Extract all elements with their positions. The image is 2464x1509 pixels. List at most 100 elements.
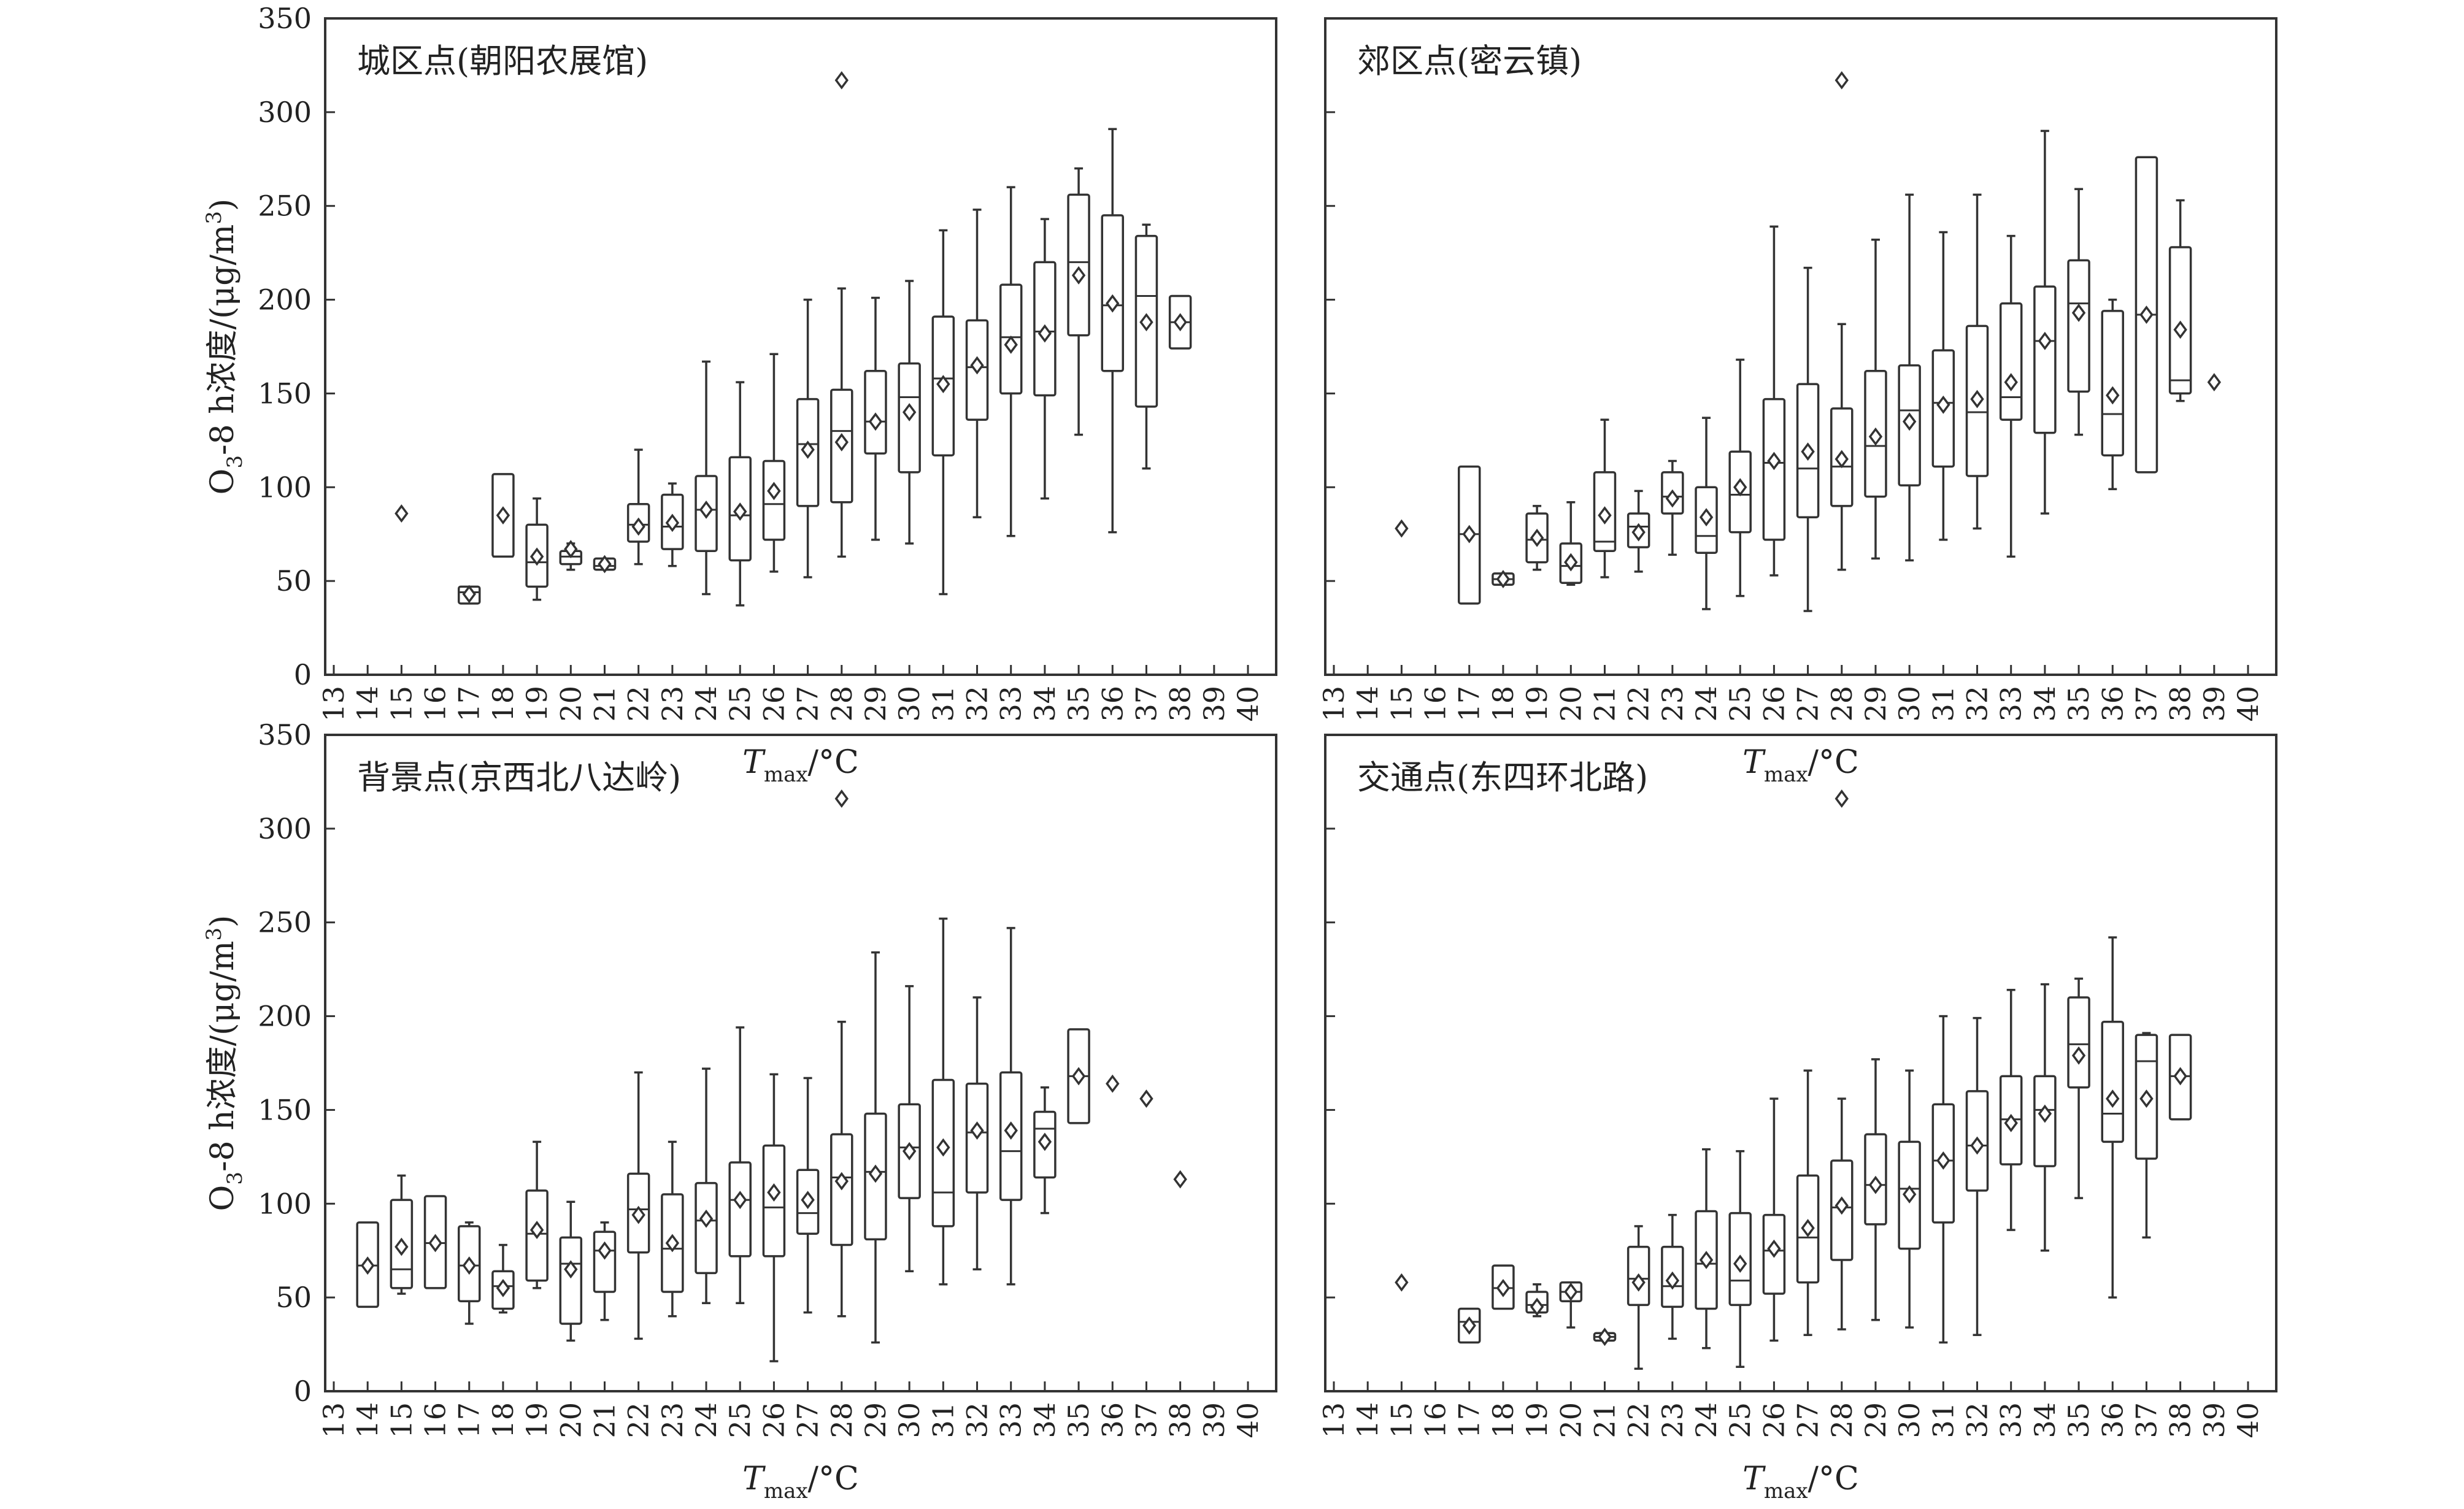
x-tick-label: 23 — [1656, 686, 1689, 722]
mean-marker — [1038, 324, 1052, 343]
box-group — [965, 209, 989, 518]
box-group — [1492, 570, 1515, 589]
x-axis-label-unit: /°C — [1808, 744, 1859, 781]
box-group — [728, 1026, 752, 1305]
box-group — [2067, 977, 2090, 1199]
box-group — [898, 985, 921, 1273]
chart-panel-2: 13 14 15 16 17 18 19 20 21 22 23 24 25 26 27 28 29 30 31 32… — [1317, 17, 2277, 787]
outlier-point — [1835, 71, 1849, 90]
y-tick-label: 150 — [258, 377, 312, 410]
x-tick-label: 17 — [1453, 1402, 1486, 1438]
mean-marker — [2038, 331, 2052, 350]
box-group — [1593, 1327, 1617, 1346]
box-group — [1173, 1170, 1187, 1189]
box-group — [1457, 1307, 1481, 1344]
x-tick-label: 24 — [690, 1402, 723, 1438]
mean-marker — [1564, 553, 1578, 572]
box-group — [1627, 1225, 1650, 1370]
box-group — [898, 280, 921, 545]
box-group — [1559, 501, 1583, 586]
x-axis-label-unit: /°C — [808, 1461, 859, 1497]
x-tick-label: 28 — [825, 686, 858, 722]
panel-title: 郊区点(密云镇) — [1357, 42, 1582, 80]
x-tick-label: 39 — [1198, 1402, 1231, 1438]
box-group — [999, 927, 1023, 1286]
y-axis-label-superscript: 3 — [202, 211, 226, 225]
mean-marker — [2139, 305, 2154, 324]
mean-marker — [395, 504, 409, 523]
x-tick-label: 31 — [1927, 686, 1960, 722]
x-tick-label: 38 — [1164, 686, 1197, 722]
x-tick-label: 34 — [2028, 686, 2062, 722]
mean-marker — [1631, 1273, 1646, 1292]
mean-marker — [598, 1241, 612, 1260]
mean-marker — [1139, 1089, 1153, 1108]
mean-marker — [631, 1205, 645, 1224]
mean-marker — [936, 375, 950, 394]
x-tick-label: 34 — [1028, 686, 1061, 722]
mean-marker — [868, 1164, 883, 1183]
box-group — [1830, 71, 1854, 571]
mean-marker — [1173, 1170, 1187, 1189]
x-tick-label: 21 — [588, 686, 621, 722]
mean-marker — [733, 502, 747, 521]
x-tick-label: 36 — [1096, 1402, 1129, 1438]
box-group — [2101, 936, 2125, 1299]
box-group — [1728, 1150, 1752, 1369]
mean-marker — [1496, 570, 1511, 589]
x-axis-label: Tmax/°C — [742, 1461, 859, 1503]
box-group — [525, 1140, 549, 1289]
mean-marker — [1598, 506, 1612, 525]
x-tick-label: 35 — [2062, 686, 2095, 722]
mean-marker — [1496, 1278, 1511, 1297]
x-tick-label: 37 — [2130, 686, 2163, 722]
mean-marker — [564, 540, 578, 559]
x-tick-label: 33 — [995, 686, 1028, 722]
y-axis-label-text: ) — [204, 199, 241, 211]
x-tick-label: 14 — [1351, 686, 1384, 722]
box-group — [931, 917, 955, 1286]
x-tick-label: 19 — [520, 686, 553, 722]
x-tick-label: 32 — [961, 686, 994, 722]
box — [2067, 996, 2090, 1089]
box-group — [1661, 459, 1684, 556]
box-group — [2135, 156, 2158, 474]
x-tick-label: 32 — [1961, 686, 1994, 722]
box-group — [390, 1174, 414, 1295]
x-tick-label: 20 — [554, 686, 587, 722]
y-tick-label: 350 — [258, 718, 312, 751]
x-tick-label: 18 — [487, 686, 520, 722]
mean-marker — [598, 555, 612, 574]
x-tick-label: 16 — [1419, 686, 1452, 722]
mean-marker — [2139, 1089, 2154, 1108]
y-tick-label: 250 — [258, 906, 312, 939]
mean-marker — [2173, 320, 2187, 339]
box-group — [2067, 188, 2090, 436]
mean-marker — [699, 501, 714, 519]
x-tick-label: 16 — [419, 1402, 452, 1438]
y-axis-label-subscript: 3 — [223, 1172, 247, 1185]
mean-marker — [428, 1234, 442, 1253]
mean-marker — [1902, 412, 1917, 431]
x-axis-label-subscript: max — [1764, 1479, 1808, 1503]
box-group — [796, 1077, 820, 1314]
mean-marker — [2071, 304, 2086, 322]
mean-marker — [1970, 1136, 1984, 1155]
box-group — [796, 298, 820, 578]
x-tick-label: 30 — [1893, 686, 1926, 722]
mean-marker — [1139, 313, 1153, 332]
box-group — [1661, 1213, 1684, 1340]
box-group — [931, 229, 955, 596]
mean-marker — [1395, 519, 1409, 538]
mean-marker — [801, 1191, 815, 1210]
box-group — [1898, 193, 1921, 562]
box-group — [830, 71, 853, 558]
x-tick-label: 21 — [1588, 1402, 1621, 1438]
x-tick-label: 19 — [520, 1402, 553, 1438]
box-group — [457, 585, 481, 605]
box-group — [695, 360, 718, 596]
mean-marker — [395, 1237, 409, 1256]
mean-marker — [2106, 1089, 2120, 1108]
x-tick-label: 15 — [385, 1402, 418, 1438]
